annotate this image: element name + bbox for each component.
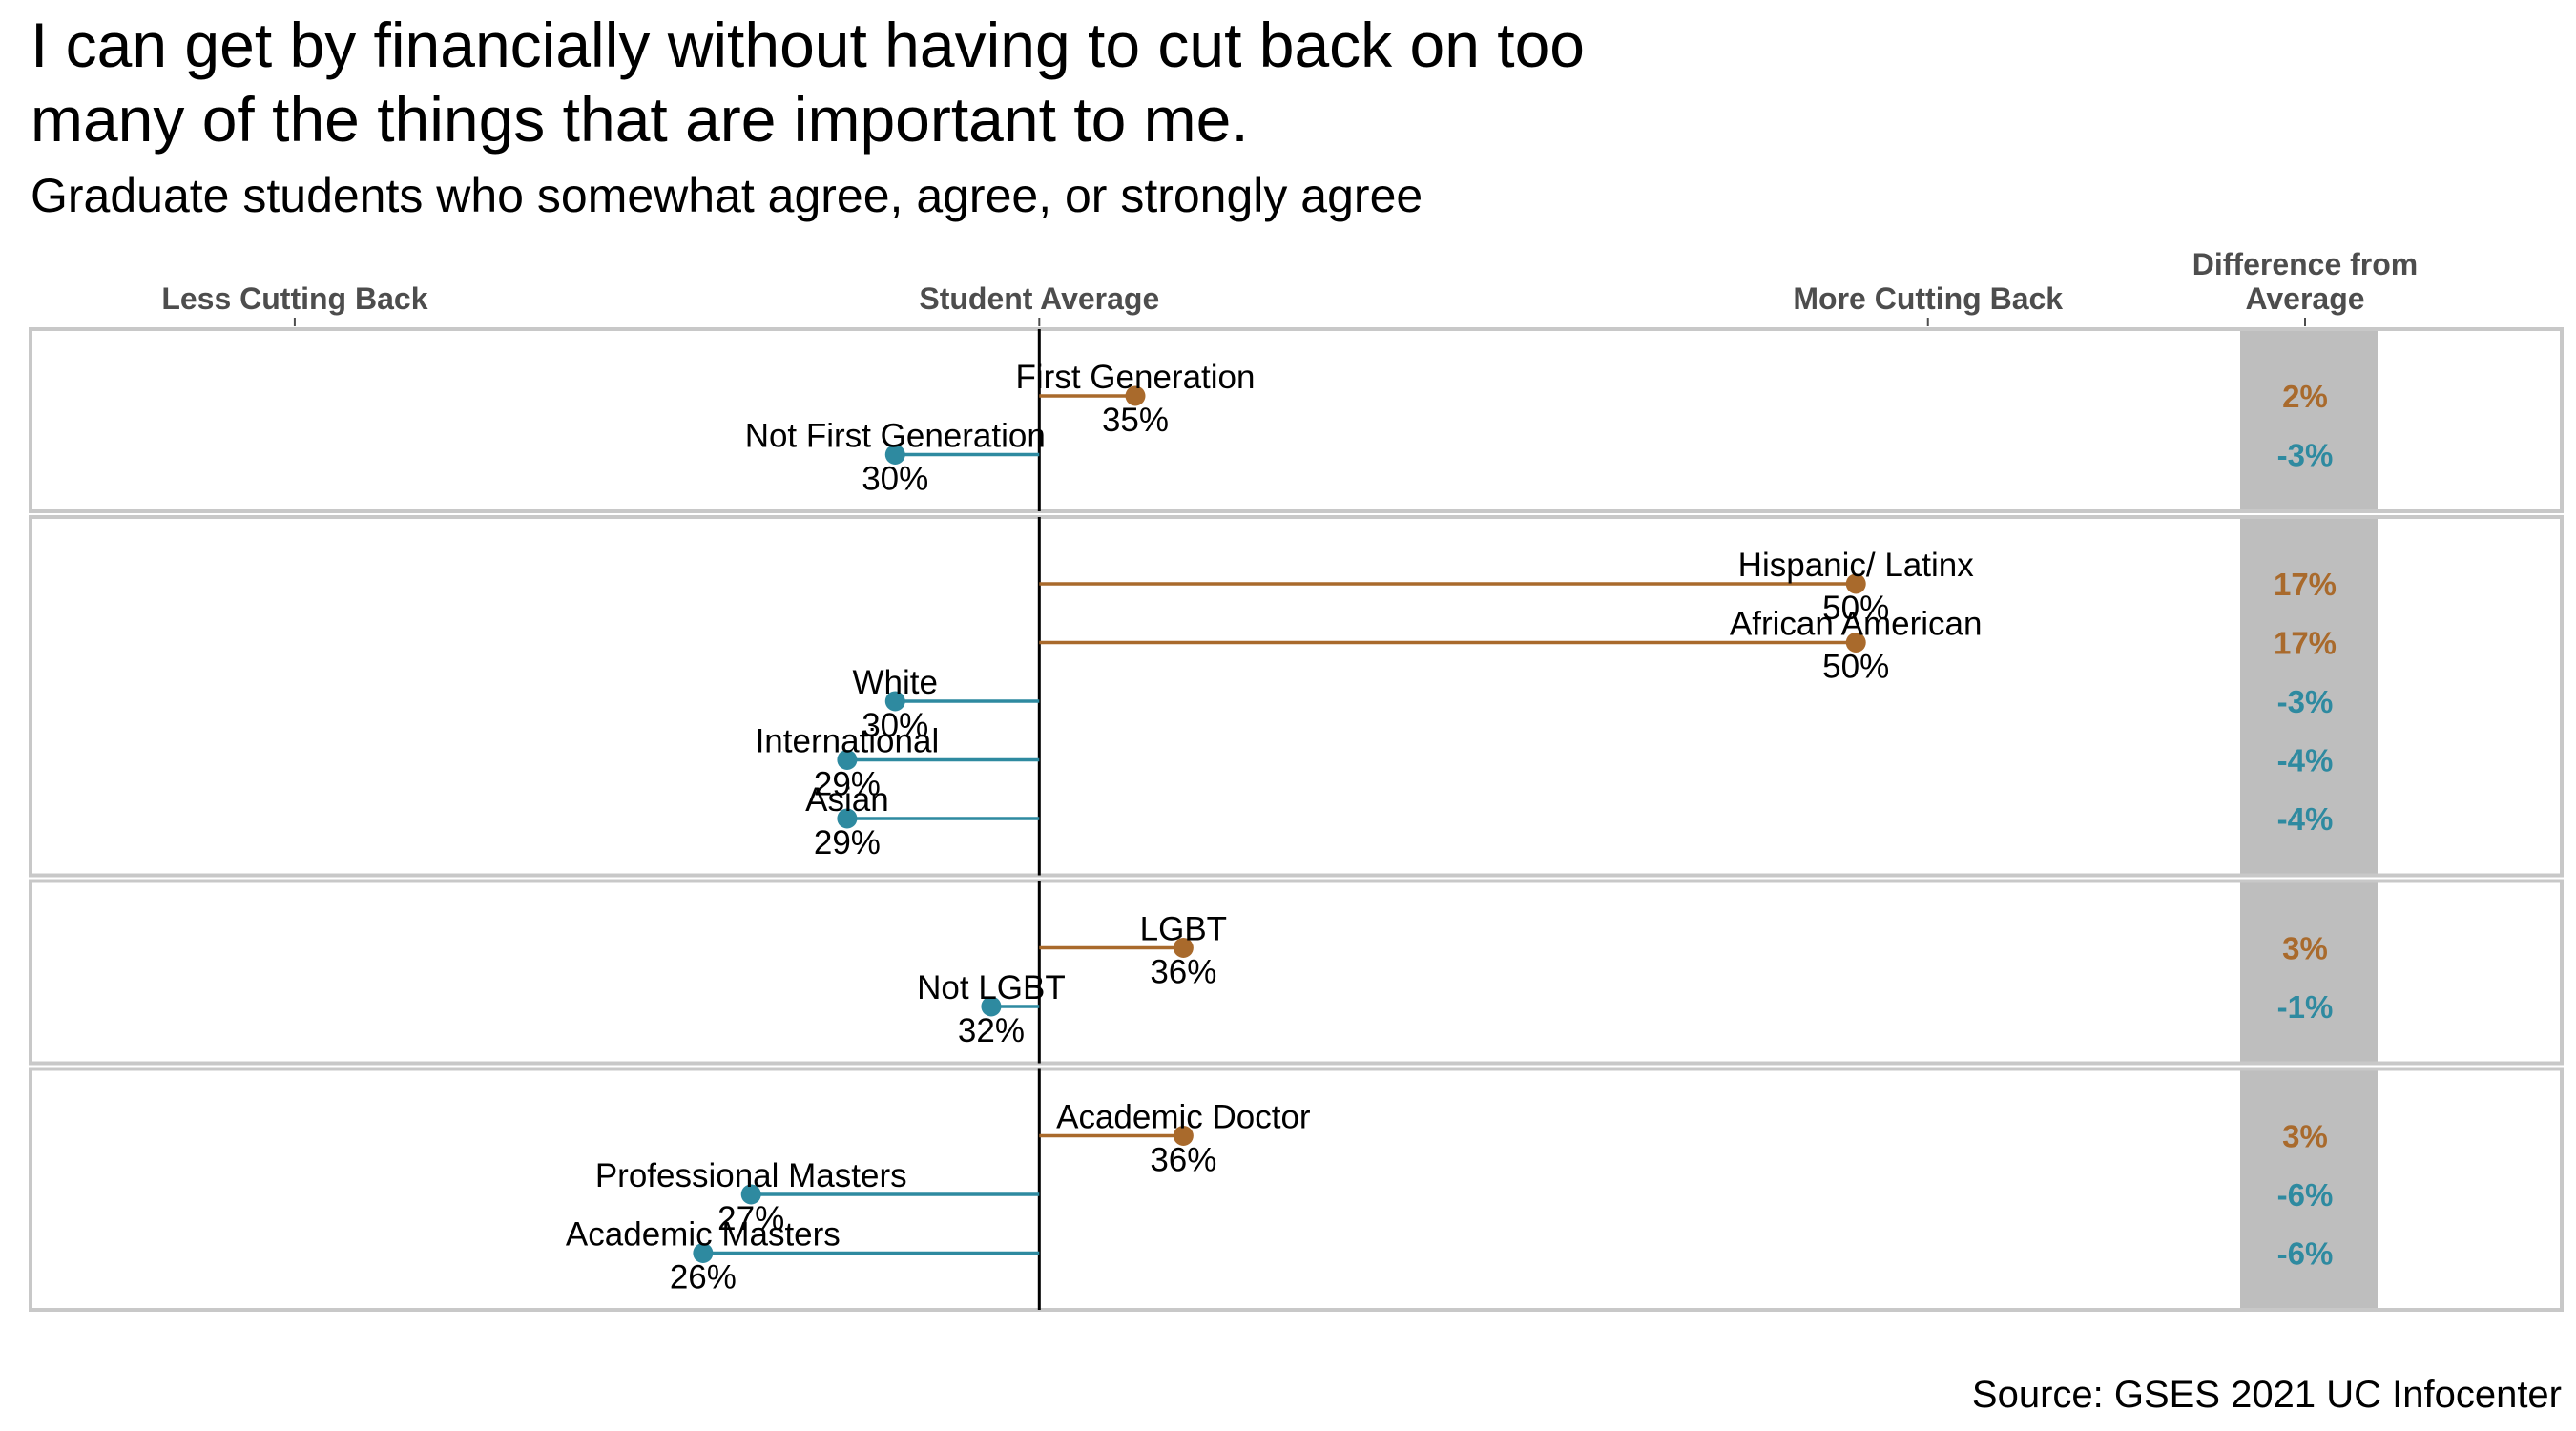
point-lgbt	[1173, 937, 1194, 958]
panel-border	[29, 879, 2564, 1066]
point-asian	[837, 808, 858, 829]
point-not-lgbt	[981, 996, 1002, 1017]
diff-column-shade	[2240, 519, 2378, 874]
panel-2: LGBT 36% 3% Not LGBT 32% -1%	[29, 879, 2564, 1066]
panel-border	[29, 1067, 2564, 1312]
panel-3: Academic Doctor 36% 3% Professional Masters…	[29, 1067, 2564, 1312]
diff-label-international: -4%	[2277, 742, 2334, 778]
value-label-not-lgbt: 32%	[958, 1012, 1025, 1049]
group-label-white: White	[853, 664, 938, 701]
value-label-first-generation: 35%	[1102, 402, 1169, 439]
group-label-not-first-generation: Not First Generation	[745, 417, 1046, 454]
group-label-asian: Asian	[805, 781, 889, 819]
value-label-asian: 29%	[814, 824, 881, 861]
chart-title-line2: many of the things that are important to…	[31, 84, 1249, 155]
value-label-not-first-generation: 30%	[862, 460, 928, 497]
point-first-generation	[1125, 385, 1146, 406]
diff-label-white: -3%	[2277, 684, 2334, 719]
point-academic-doctor	[1173, 1125, 1194, 1146]
value-label-academic-masters: 26%	[670, 1258, 737, 1296]
diff-label-hispanic-latinx: 17%	[2274, 567, 2337, 602]
diff-label-professional-masters: -6%	[2277, 1177, 2334, 1213]
diff-label-first-generation: 2%	[2282, 379, 2328, 414]
point-academic-masters	[693, 1242, 714, 1263]
point-hispanic-latinx	[1845, 573, 1866, 594]
diff-header-line2: Average	[2245, 281, 2364, 316]
diff-label-asian: -4%	[2277, 801, 2334, 837]
value-label-international: 29%	[814, 765, 881, 802]
group-label-professional-masters: Professional Masters	[595, 1157, 907, 1194]
chart-title-line1: I can get by financially without having …	[31, 10, 1585, 80]
chart-subtitle: Graduate students who somewhat agree, ag…	[31, 169, 1423, 222]
diff-label-academic-masters: -6%	[2277, 1235, 2334, 1271]
x-tick-label-1: Student Average	[919, 281, 1159, 316]
diff-label-not-first-generation: -3%	[2277, 437, 2334, 472]
value-label-white: 30%	[862, 707, 928, 744]
diff-column-shade	[2240, 882, 2378, 1062]
value-label-academic-doctor: 36%	[1150, 1141, 1216, 1178]
source-note: Source: GSES 2021 UC Infocenter	[1972, 1374, 2562, 1416]
group-label-african-american: African American	[1730, 605, 1983, 642]
point-international	[837, 749, 858, 770]
value-label-hispanic-latinx: 50%	[1822, 590, 1889, 627]
panels: First Generation 35% 2% Not First Generatio…	[29, 327, 2564, 1312]
group-label-hispanic-latinx: Hispanic/ Latinx	[1738, 547, 1975, 584]
group-label-academic-masters: Academic Masters	[566, 1215, 841, 1253]
x-tick-label-2: More Cutting Back	[1793, 281, 2063, 316]
diff-label-african-american: 17%	[2274, 625, 2337, 660]
group-label-lgbt: LGBT	[1140, 910, 1227, 947]
diff-column-shade	[2240, 1070, 2378, 1308]
group-label-not-lgbt: Not LGBT	[917, 969, 1066, 1006]
diff-label-not-lgbt: -1%	[2277, 989, 2334, 1025]
panel-0: First Generation 35% 2% Not First Generatio…	[29, 327, 2564, 513]
group-label-international: International	[756, 722, 940, 759]
group-label-first-generation: First Generation	[1016, 359, 1256, 396]
value-label-lgbt: 36%	[1150, 953, 1216, 990]
diff-header-line1: Difference from	[2192, 247, 2419, 281]
panel-border	[29, 327, 2564, 513]
diff-label-lgbt: 3%	[2282, 930, 2328, 965]
panel-border	[29, 515, 2564, 878]
x-tick-label-0: Less Cutting Back	[161, 281, 427, 316]
point-african-american	[1845, 632, 1866, 653]
point-professional-masters	[740, 1184, 761, 1205]
x-axis: Less Cutting Back Student Average More Cut…	[161, 281, 2063, 326]
point-not-first-generation	[884, 444, 905, 465]
value-label-african-american: 50%	[1822, 648, 1889, 685]
point-white	[884, 691, 905, 712]
value-label-professional-masters: 27%	[717, 1200, 784, 1237]
group-label-academic-doctor: Academic Doctor	[1056, 1098, 1311, 1135]
diff-column-shade	[2240, 331, 2378, 509]
diff-label-academic-doctor: 3%	[2282, 1118, 2328, 1153]
